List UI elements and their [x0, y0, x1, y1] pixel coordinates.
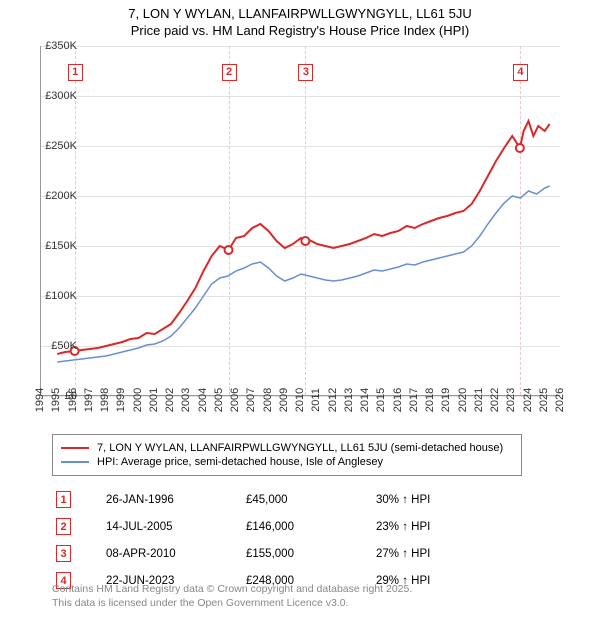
event-delta: 30% ↑ HPI: [372, 486, 522, 513]
x-axis-label: 2018: [424, 388, 436, 412]
footer-line2: This data is licensed under the Open Gov…: [52, 596, 552, 610]
x-axis-label: 2012: [327, 388, 339, 412]
x-axis-label: 2002: [164, 388, 176, 412]
x-axis-label: 2013: [343, 388, 355, 412]
x-axis-label: 2015: [375, 388, 387, 412]
x-axis-label: 2026: [554, 388, 566, 412]
x-axis-label: 2006: [229, 388, 241, 412]
sale-point: [301, 237, 309, 245]
event-delta: 23% ↑ HPI: [372, 513, 522, 540]
y-axis-label: £100K: [45, 290, 77, 302]
series-line-hpi: [57, 186, 549, 362]
sale-point: [225, 246, 233, 254]
x-axis-label: 2000: [132, 388, 144, 412]
footer: Contains HM Land Registry data © Crown c…: [52, 582, 552, 610]
x-axis-label: 2010: [294, 388, 306, 412]
x-axis-label: 2023: [505, 388, 517, 412]
x-axis-label: 2007: [245, 388, 257, 412]
x-axis-label: 2025: [538, 388, 550, 412]
x-axis-label: 2011: [310, 388, 322, 412]
sale-marker-box: 4: [513, 64, 528, 81]
legend-row-property: 7, LON Y WYLAN, LLANFAIRPWLLGWYNGYLL, LL…: [61, 441, 513, 455]
legend-swatch-hpi: [61, 461, 89, 463]
x-axis-label: 2022: [489, 388, 501, 412]
event-marker-icon: 2: [56, 518, 71, 535]
event-row: 3 08-APR-2010£155,00027% ↑ HPI: [52, 540, 522, 567]
x-axis-label: 2019: [440, 388, 452, 412]
event-marker-icon: 3: [56, 545, 71, 562]
y-axis-label: £300K: [45, 90, 77, 102]
sale-marker-box: 1: [68, 64, 83, 81]
event-row: 1 26-JAN-1996£45,00030% ↑ HPI: [52, 486, 522, 513]
x-axis-label: 2004: [197, 388, 209, 412]
x-axis-label: 2014: [359, 388, 371, 412]
legend-swatch-property: [61, 447, 89, 449]
event-price: £155,000: [242, 540, 372, 567]
sale-marker-box: 2: [222, 64, 237, 81]
x-axis-label: 1996: [67, 388, 79, 412]
x-axis-label: 1997: [83, 388, 95, 412]
sale-marker-box: 3: [298, 64, 313, 81]
chart-svg: [41, 46, 561, 396]
event-date: 08-APR-2010: [102, 540, 242, 567]
footer-line1: Contains HM Land Registry data © Crown c…: [52, 582, 552, 596]
legend-row-hpi: HPI: Average price, semi-detached house,…: [61, 455, 513, 469]
event-price: £45,000: [242, 486, 372, 513]
y-axis-label: £50K: [51, 340, 77, 352]
plot-region: 1 2 3 4: [40, 46, 560, 396]
event-price: £146,000: [242, 513, 372, 540]
title-line1: 7, LON Y WYLAN, LLANFAIRPWLLGWYNGYLL, LL…: [0, 0, 600, 21]
event-date: 14-JUL-2005: [102, 513, 242, 540]
legend-label-property: 7, LON Y WYLAN, LLANFAIRPWLLGWYNGYLL, LL…: [97, 442, 503, 454]
x-axis-label: 1994: [34, 388, 46, 412]
x-axis-label: 2021: [473, 388, 485, 412]
sale-point: [516, 144, 524, 152]
x-axis-label: 2020: [457, 388, 469, 412]
x-axis-label: 1995: [50, 388, 62, 412]
x-axis-label: 2024: [522, 388, 534, 412]
x-axis-label: 2003: [180, 388, 192, 412]
event-marker-icon: 1: [56, 491, 71, 508]
y-axis-label: £150K: [45, 240, 77, 252]
event-date: 26-JAN-1996: [102, 486, 242, 513]
y-axis-label: £250K: [45, 140, 77, 152]
events-table: 1 26-JAN-1996£45,00030% ↑ HPI 2 14-JUL-2005…: [52, 486, 522, 594]
legend: 7, LON Y WYLAN, LLANFAIRPWLLGWYNGYLL, LL…: [52, 434, 522, 476]
x-axis-label: 2017: [408, 388, 420, 412]
x-axis-label: 1999: [115, 388, 127, 412]
x-axis-label: 2016: [392, 388, 404, 412]
x-axis-label: 2008: [262, 388, 274, 412]
event-delta: 27% ↑ HPI: [372, 540, 522, 567]
chart-area: 1234 £0£50K£100K£150K£200K£250K£300K£350…: [40, 46, 600, 426]
y-axis-label: £350K: [45, 40, 77, 52]
event-row: 2 14-JUL-2005£146,00023% ↑ HPI: [52, 513, 522, 540]
x-axis-label: 2009: [278, 388, 290, 412]
x-axis-label: 2005: [213, 388, 225, 412]
title-line2: Price paid vs. HM Land Registry's House …: [0, 21, 600, 46]
x-axis-label: 2001: [148, 388, 160, 412]
legend-label-hpi: HPI: Average price, semi-detached house,…: [97, 456, 383, 468]
y-axis-label: £200K: [45, 190, 77, 202]
x-axis-label: 1998: [99, 388, 111, 412]
